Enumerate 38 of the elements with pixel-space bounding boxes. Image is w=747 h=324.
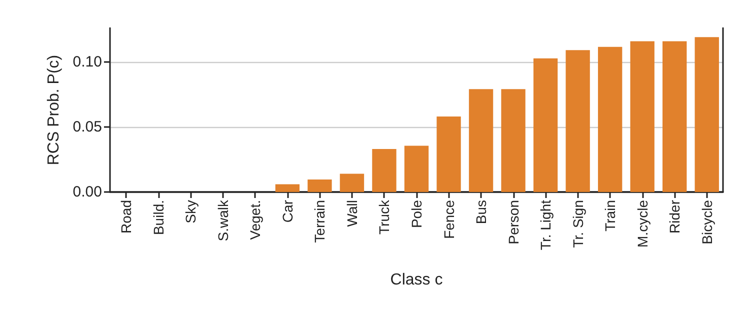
bar bbox=[630, 41, 654, 192]
x-tick-label: Tr. Light bbox=[538, 200, 554, 250]
x-tick-label: S.walk bbox=[214, 199, 231, 242]
bar bbox=[372, 149, 396, 192]
bar bbox=[598, 46, 622, 192]
x-tick-label: Terrain bbox=[312, 200, 328, 243]
y-axis-title: RCS Prob. P(c) bbox=[45, 54, 62, 166]
bar bbox=[533, 58, 558, 192]
bar bbox=[501, 89, 526, 192]
y-tick-label: 0.10 bbox=[72, 53, 102, 70]
x-axis-title: Class c bbox=[390, 272, 443, 288]
bar bbox=[468, 89, 494, 192]
bar bbox=[275, 184, 300, 192]
x-tick-label: Truck bbox=[376, 199, 392, 234]
bar bbox=[308, 180, 332, 192]
x-tick-label: Build. bbox=[150, 200, 166, 236]
x-tick-label: Train bbox=[602, 200, 618, 232]
bar bbox=[694, 37, 719, 192]
bar bbox=[404, 146, 429, 192]
bar bbox=[436, 116, 461, 192]
x-tick-label: Fence bbox=[440, 200, 457, 239]
bar bbox=[566, 50, 590, 192]
bar bbox=[662, 41, 687, 192]
x-tick-label: Pole bbox=[408, 200, 424, 228]
x-tick-label: Person bbox=[505, 200, 522, 244]
x-tick-label: Rider bbox=[666, 200, 683, 234]
x-tick-label: Car bbox=[279, 200, 296, 223]
y-tick-label: 0.05 bbox=[72, 118, 102, 136]
x-tick-label: M.cycle bbox=[634, 200, 650, 248]
x-tick-label: Wall bbox=[344, 200, 360, 227]
y-tick-label: 0.00 bbox=[72, 184, 102, 200]
bar bbox=[340, 174, 364, 192]
x-tick-label: Tr. Sign bbox=[570, 200, 586, 248]
x-tick-label: Sky bbox=[182, 200, 199, 224]
x-tick-label: Veget. bbox=[247, 200, 264, 240]
x-tick-label: Road bbox=[118, 200, 134, 234]
x-tick-label: Bus bbox=[473, 200, 490, 224]
x-tick-label: Bicycle bbox=[698, 200, 715, 244]
